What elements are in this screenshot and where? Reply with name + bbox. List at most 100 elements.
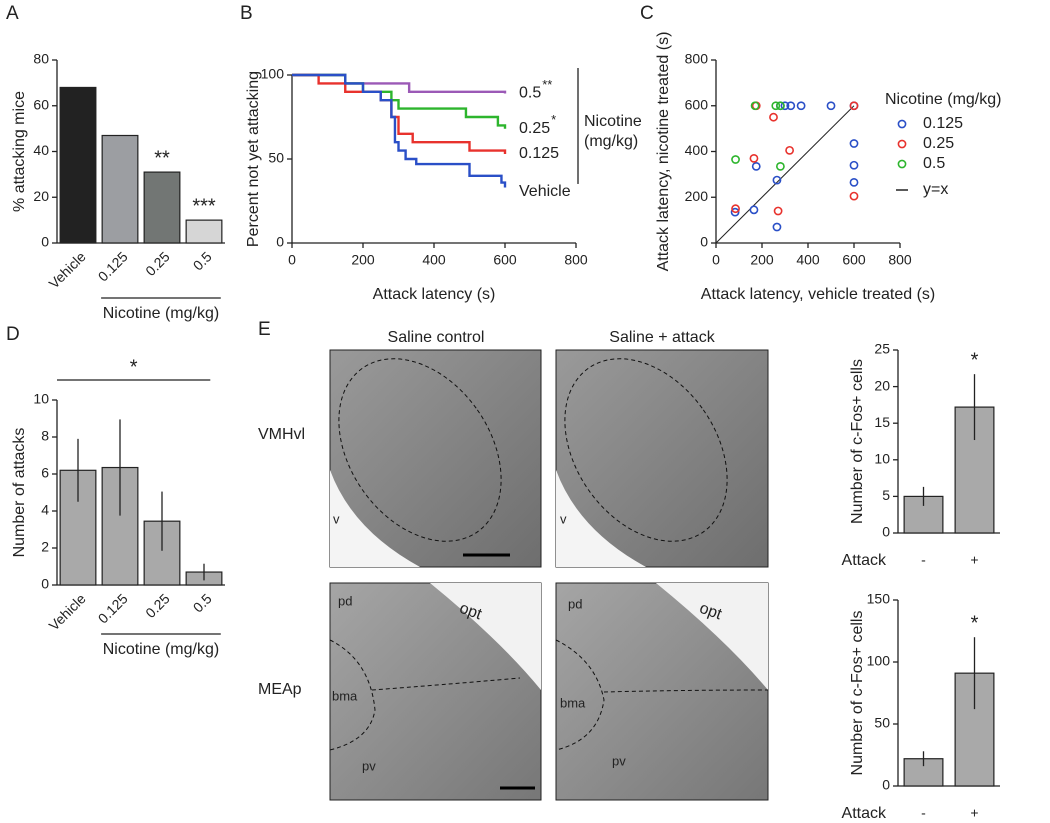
scatter-point xyxy=(785,145,794,155)
micrograph: pd opt bma pv xyxy=(329,582,542,801)
y-tick-label: 0 xyxy=(882,777,890,793)
bar xyxy=(143,171,181,244)
group-label: Nicotine (mg/kg) xyxy=(103,641,219,658)
significance-label: *** xyxy=(192,195,216,217)
scatter-point xyxy=(786,101,796,111)
series-annotation: ** xyxy=(542,77,552,92)
legend-label: 0.125 xyxy=(923,115,963,132)
y-tick-label: 25 xyxy=(874,341,890,357)
y-tick-label: 100 xyxy=(867,653,891,669)
row-label: MEAp xyxy=(258,681,302,698)
x-tick-label: 0.5 xyxy=(190,248,215,273)
y-tick-label: 60 xyxy=(33,96,49,112)
scatter-point xyxy=(771,101,781,111)
scatter-point xyxy=(730,207,740,217)
x-tick-label: 200 xyxy=(750,252,774,268)
x-tick-label: 800 xyxy=(888,252,912,268)
x-tick-label: 0.125 xyxy=(95,590,131,626)
scatter-point xyxy=(750,101,760,111)
y-tick-label: 100 xyxy=(261,66,285,82)
y-axis-label: Number of c-Fos+ cells xyxy=(849,611,866,776)
x-tick-label: 800 xyxy=(564,252,588,268)
row-label: VMHvl xyxy=(258,426,305,443)
panel-letter: D xyxy=(6,324,20,345)
scatter-point xyxy=(780,101,790,111)
y-tick-label: 4 xyxy=(41,502,49,518)
series-label: Vehicle xyxy=(519,183,571,200)
x-tick-label: 400 xyxy=(422,252,446,268)
x-axis-label: Attack xyxy=(842,805,887,822)
legend-label: y=x xyxy=(923,181,948,198)
scatter-point xyxy=(749,153,759,163)
y-axis-label: Percent not yet attacking xyxy=(245,71,262,247)
y-axis-label: % attacking mice xyxy=(11,91,28,212)
y-tick-label: 800 xyxy=(685,51,709,67)
x-tick-label: 0.25 xyxy=(142,590,173,621)
column-header: Saline control xyxy=(388,329,485,346)
y-tick-label: 6 xyxy=(41,465,49,481)
y-tick-label: 8 xyxy=(41,428,49,444)
region-label: pv xyxy=(612,753,626,768)
micrograph: pd opt bma pv xyxy=(555,582,769,801)
micrograph-panel: E Saline control Saline + attack VMHvl M… xyxy=(258,319,769,801)
y-tick-label: 0 xyxy=(276,234,284,250)
significance-label: * xyxy=(130,356,138,378)
legend-title: Nicotine (mg/kg) xyxy=(885,91,1001,108)
scatter-point xyxy=(731,155,740,164)
scatter-point xyxy=(796,101,806,111)
y-tick-label: 0 xyxy=(41,234,49,250)
x-tick-label: Vehicle xyxy=(45,248,88,291)
x-tick-label: 0.25 xyxy=(142,248,173,279)
panel-letter: C xyxy=(640,3,654,24)
x-axis-label: Attack latency, vehicle treated (s) xyxy=(701,286,935,303)
x-tick-label: 200 xyxy=(351,252,375,268)
scatter-point xyxy=(769,112,778,122)
scatter-point xyxy=(849,139,859,148)
x-axis-label: Attack xyxy=(842,552,887,569)
scatter-point xyxy=(776,101,785,111)
x-tick-label: 0 xyxy=(288,252,296,268)
y-tick-label: 50 xyxy=(874,715,890,731)
x-tick-label: 0.5 xyxy=(190,590,215,615)
series-label: 0.125 xyxy=(519,145,559,162)
legend-marker xyxy=(897,119,907,129)
y-tick-label: 400 xyxy=(685,142,709,158)
reference-line xyxy=(715,105,855,244)
bar xyxy=(185,219,223,244)
x-tick-label: + xyxy=(970,805,978,821)
scatter-point xyxy=(849,160,859,170)
y-tick-label: 20 xyxy=(874,377,890,393)
x-tick-label: 600 xyxy=(493,252,517,268)
legend-label: 0.25 xyxy=(923,135,954,152)
region-label: v xyxy=(333,511,340,526)
x-tick-label: 0.125 xyxy=(95,248,131,284)
y-tick-label: 80 xyxy=(33,51,49,67)
x-tick-label: Vehicle xyxy=(45,590,88,633)
x-tick-label: 400 xyxy=(796,252,820,268)
y-axis-label: Attack latency, nicotine treated (s) xyxy=(655,32,672,272)
region-label: pd xyxy=(338,593,352,608)
significance-label: ** xyxy=(154,147,170,169)
panel-letter: A xyxy=(6,3,19,24)
group-label: Nicotine (mg/kg) xyxy=(103,305,219,322)
x-tick-label: + xyxy=(970,552,978,568)
scatter-point xyxy=(773,206,783,216)
y-tick-label: 40 xyxy=(33,142,49,158)
y-tick-label: 0 xyxy=(700,234,708,250)
scatter-point xyxy=(849,177,859,187)
scatter-point xyxy=(772,175,782,185)
scatter-point xyxy=(749,205,759,215)
panel-letter: E xyxy=(258,319,271,340)
y-tick-label: 0 xyxy=(882,524,890,540)
micrograph: v xyxy=(329,349,542,568)
x-tick-label: - xyxy=(921,552,926,568)
y-tick-label: 150 xyxy=(867,591,891,607)
panel-letter: B xyxy=(240,3,253,24)
bar xyxy=(59,86,97,244)
scatter-point xyxy=(772,222,782,232)
y-tick-label: 0 xyxy=(41,576,49,592)
series-annotation: * xyxy=(551,112,556,127)
region-label: bma xyxy=(332,688,358,703)
x-tick-label: 600 xyxy=(842,252,866,268)
region-label: bma xyxy=(560,695,586,710)
